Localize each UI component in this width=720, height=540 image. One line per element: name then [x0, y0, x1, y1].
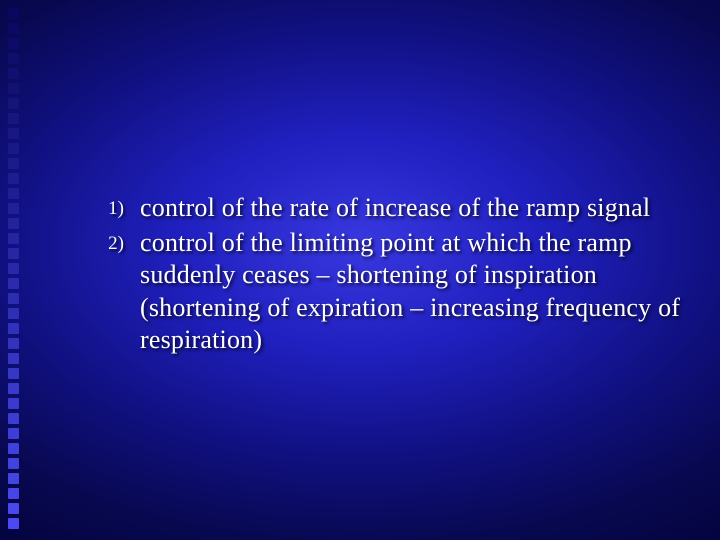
decorative-square: [8, 143, 19, 154]
decorative-square: [8, 398, 19, 409]
decorative-square: [8, 413, 19, 424]
decorative-square: [8, 188, 19, 199]
decorative-square: [8, 458, 19, 469]
list-item: 2) control of the limiting point at whic…: [92, 227, 692, 357]
decorative-square: [8, 503, 19, 514]
decorative-square: [8, 323, 19, 334]
decorative-square: [8, 518, 19, 529]
decorative-square: [8, 233, 19, 244]
list-item-text: control of the limiting point at which t…: [140, 227, 692, 357]
decorative-square: [8, 218, 19, 229]
decorative-square: [8, 308, 19, 319]
decorative-square: [8, 38, 19, 49]
decorative-square: [8, 23, 19, 34]
decorative-square: [8, 68, 19, 79]
decorative-square: [8, 158, 19, 169]
decorative-square: [8, 8, 19, 19]
decorative-square: [8, 278, 19, 289]
decorative-square: [8, 263, 19, 274]
decorative-square: [8, 368, 19, 379]
decorative-square: [8, 248, 19, 259]
decorative-square: [8, 83, 19, 94]
decorative-square: [8, 353, 19, 364]
decorative-square: [8, 113, 19, 124]
decorative-square: [8, 173, 19, 184]
decorative-square: [8, 338, 19, 349]
list-marker: 2): [92, 227, 140, 255]
decorative-square: [8, 128, 19, 139]
decorative-square: [8, 293, 19, 304]
decorative-square: [8, 203, 19, 214]
slide-content: 1) control of the rate of increase of th…: [92, 192, 692, 359]
list-marker: 1): [92, 192, 140, 220]
list-item: 1) control of the rate of increase of th…: [92, 192, 692, 225]
decorative-square: [8, 488, 19, 499]
decorative-square: [8, 473, 19, 484]
decorative-square: [8, 383, 19, 394]
decorative-square: [8, 98, 19, 109]
decorative-square: [8, 428, 19, 439]
decorative-squares-column: [8, 8, 19, 529]
decorative-square: [8, 443, 19, 454]
list-item-text: control of the rate of increase of the r…: [140, 192, 650, 225]
decorative-square: [8, 53, 19, 64]
